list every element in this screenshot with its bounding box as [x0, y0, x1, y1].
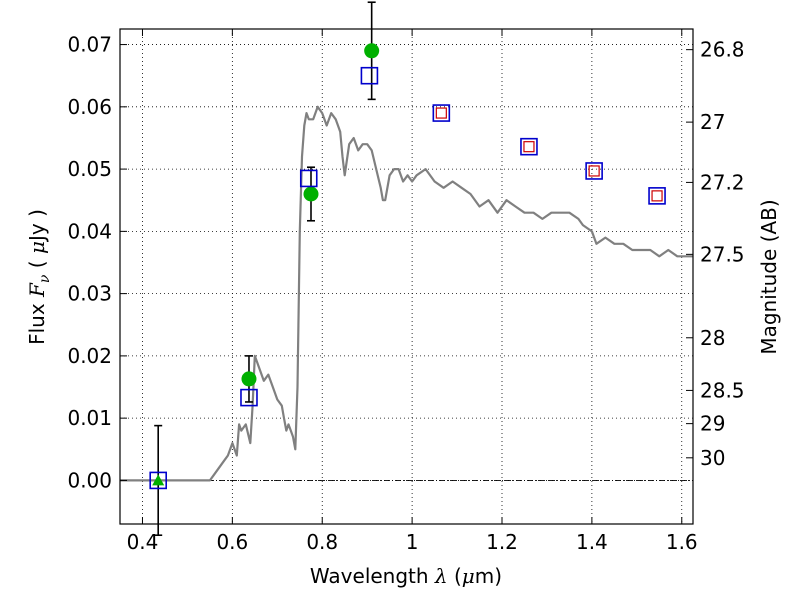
x-tick-label: 1.6: [666, 530, 698, 554]
model-point: [648, 187, 666, 205]
observed-point: [364, 43, 380, 59]
model-point: [520, 137, 538, 156]
observed-point: [303, 186, 319, 202]
x-tick-label: 0.6: [216, 530, 248, 554]
x-tick-label: 0.4: [127, 530, 159, 554]
magnitude-tick-label: 28: [700, 326, 725, 350]
magnitude-tick-label: 27.5: [700, 242, 745, 266]
model-point: [432, 104, 451, 122]
x-tick-label: 0.8: [306, 530, 338, 554]
model-point-inner: [435, 107, 447, 119]
x-axis-label: Wavelength λ (μm): [310, 564, 502, 588]
model-point: [299, 169, 318, 188]
y-tick-label: 0.04: [67, 219, 112, 243]
y-tick-label: 0.02: [67, 344, 112, 368]
y-axis-ticks: 0.00 0.01 0.02 0.03 0.04 0.05 0.06 0.07: [67, 33, 127, 492]
y-tick-label: 0.05: [67, 157, 112, 181]
axes-frame: [119, 28, 694, 525]
y-axis-label: Flux Fν ( μJy ): [25, 209, 53, 345]
observed-points: [152, 43, 380, 486]
magnitude-axis-ticks: 26.8 27 27.2 27.5 28 28.5 29 30: [686, 38, 745, 470]
x-axis-ticks: 0.4 0.6 0.8 1 1.2 1.4 1.6: [127, 29, 698, 554]
magnitude-tick-label: 30: [700, 446, 725, 470]
grid: [120, 29, 693, 524]
model-point-inner: [588, 165, 600, 177]
x-tick-label: 1: [406, 530, 419, 554]
magnitude-tick-label: 27.2: [700, 170, 745, 194]
plot-frame: [119, 28, 694, 525]
model-point: [240, 388, 258, 407]
magnitude-tick-label: 28.5: [700, 378, 745, 402]
y-tick-label: 0.03: [67, 282, 112, 306]
model-point-inner: [651, 190, 663, 202]
y-tick-label: 0.07: [67, 33, 112, 57]
model-point: [585, 162, 603, 180]
observed-point-upper-limit: [152, 474, 165, 486]
model-point-inner: [523, 141, 535, 153]
magnitude-tick-label: 29: [700, 412, 725, 436]
model-point: [149, 471, 167, 490]
model-spectrum-line: [120, 105, 693, 482]
x-tick-label: 1.2: [486, 530, 518, 554]
y-tick-label: 0.00: [67, 468, 112, 492]
model-points: [149, 66, 666, 490]
model-spectrum: [120, 105, 693, 482]
magnitude-tick-label: 26.8: [700, 38, 745, 62]
model-point: [360, 66, 379, 85]
magnitude-tick-label: 27: [700, 110, 725, 134]
observed-point: [241, 371, 257, 387]
y-tick-label: 0.01: [67, 406, 112, 430]
y-tick-label: 0.06: [67, 95, 112, 119]
magnitude-axis-label: Magnitude (AB): [757, 199, 781, 354]
x-tick-label: 1.4: [576, 530, 608, 554]
